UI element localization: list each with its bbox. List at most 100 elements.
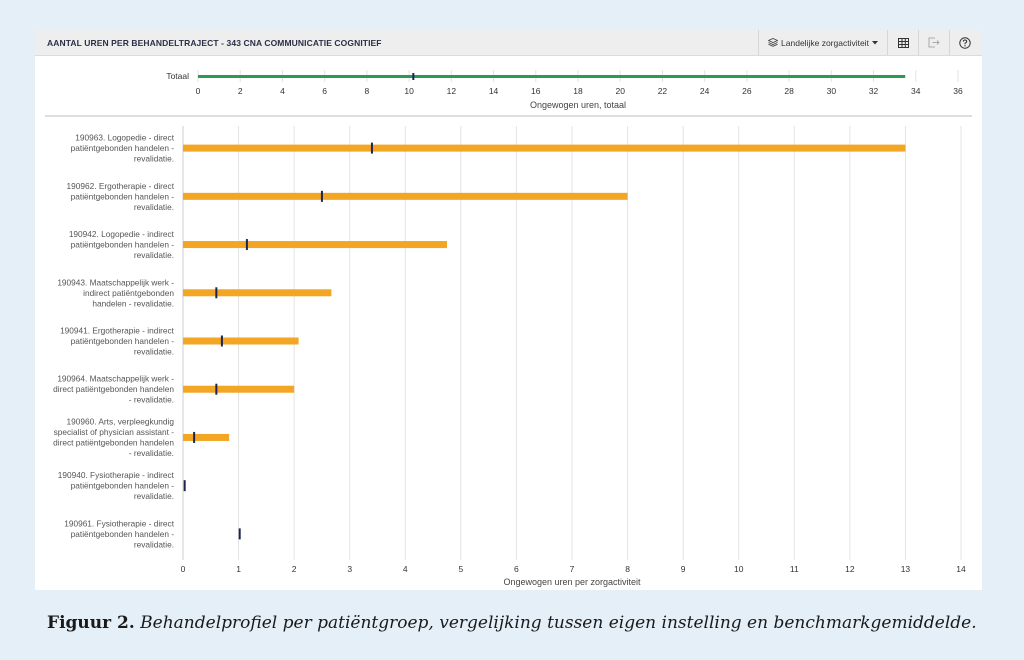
benchmark-marker [320, 190, 323, 202]
category-label-line: - revalidatie. [129, 395, 174, 405]
category-label-line: patiëntgebonden handelen - [71, 240, 175, 250]
category-label-line: 190940. Fysiotherapie - indirect [58, 470, 175, 480]
main-tick-label: 11 [790, 564, 799, 574]
category-label-line: 190942. Logopedie - indirect [69, 229, 175, 239]
benchmark-marker [193, 431, 196, 443]
table-icon [897, 37, 909, 48]
total-tick-label: 12 [447, 86, 457, 96]
category-label: 190963. Logopedie - direct patiëntgebonde… [71, 133, 175, 164]
treatment-bar [183, 192, 628, 200]
category-label: 190941. Ergotherapie - indirect patiëntge… [60, 326, 175, 357]
category-label: 190940. Fysiotherapie - indirect patiëntg… [58, 470, 175, 501]
main-tick-label: 12 [845, 564, 855, 574]
main-tick-label: 14 [956, 564, 966, 574]
category-label: 190943. Maatschappelijk werk -indirect p… [57, 277, 174, 308]
category-label-line: handelen - revalidatie. [92, 298, 174, 308]
treatment-bar [183, 337, 299, 345]
main-tick-label: 4 [403, 564, 408, 574]
total-tick-label: 26 [742, 86, 752, 96]
total-tick-label: 10 [404, 86, 414, 96]
caption-label: Figuur 2. [47, 613, 135, 633]
main-tick-label: 3 [347, 564, 352, 574]
treatment-bar [183, 385, 295, 393]
chart-area: 0 2 4 6 8 10 12 14 16 18 20 22 24 26 28 30 32 34 36TotaalO… [45, 70, 972, 587]
layers-icon [768, 38, 779, 47]
category-label-line: 190964. Maatschappelijk werk - [57, 374, 174, 384]
category-label-line: revalidatie. [134, 347, 174, 357]
category-label-line: revalidatie. [134, 539, 174, 549]
total-x-axis-label: Ongewogen uren, totaal [530, 100, 626, 110]
total-category-label: Totaal [166, 71, 189, 81]
main-tick-label: 1 [236, 564, 241, 574]
category-label-line: - revalidatie. [129, 448, 174, 458]
main-tick-label: 2 [292, 564, 297, 574]
category-label-line: revalidatie. [134, 202, 174, 212]
panel-title: AANTAL UREN PER BEHANDELTRAJECT - 343 CN… [47, 38, 382, 48]
main-tick-label: 0 [181, 564, 186, 574]
total-tick-label: 20 [615, 86, 625, 96]
total-benchmark-marker [412, 73, 415, 80]
total-tick-label: 8 [365, 86, 370, 96]
category-label-line: 190962. Ergotherapie - direct [67, 181, 175, 191]
main-tick-label: 13 [901, 564, 911, 574]
total-tick-label: 34 [911, 86, 921, 96]
export-button[interactable] [918, 30, 949, 55]
main-x-axis-label: Ongewogen uren per zorgactiviteit [503, 577, 641, 587]
main-tick-label: 7 [570, 564, 575, 574]
total-tick-label: 0 [196, 86, 201, 96]
category-label: 190962. Ergotherapie - direct patiëntgebo… [67, 181, 175, 212]
benchmark-marker [220, 335, 223, 347]
caption-text: Behandelprofiel per patiëntgroep, vergel… [140, 613, 977, 633]
category-label-line: specialist of physician assistant - [54, 427, 175, 437]
benchmark-dropdown[interactable]: Landelijke zorgactiviteit [758, 30, 887, 55]
benchmark-marker [238, 528, 241, 540]
category-label-line: 190960. Arts, verpleegkundig [67, 417, 175, 427]
category-label-line: revalidatie. [134, 491, 174, 501]
category-label-line: patiëntgebonden handelen - [71, 529, 175, 539]
main-tick-label: 9 [681, 564, 686, 574]
treatment-bar [183, 241, 447, 249]
category-label-line: 190963. Logopedie - direct [75, 133, 174, 143]
category-label-line: direct patiëntgebonden handelen [53, 384, 174, 394]
treatment-bar [183, 433, 230, 441]
export-icon [928, 37, 940, 48]
caret-down-icon [871, 40, 878, 44]
category-label-line: revalidatie. [134, 250, 174, 260]
treatment-bar [183, 144, 906, 152]
category-label-line: patiëntgebonden handelen - [71, 143, 175, 153]
benchmark-marker [215, 383, 218, 395]
category-label-line: 190961. Fysiotherapie - direct [64, 518, 174, 528]
total-tick-label: 14 [489, 86, 499, 96]
category-label: 190961. Fysiotherapie - direct patiëntgeb… [64, 518, 174, 549]
total-tick-label: 30 [827, 86, 837, 96]
category-label: 190964. Maatschappelijk werk -direct pat… [53, 374, 174, 405]
total-tick-label: 6 [322, 86, 327, 96]
benchmark-marker [183, 480, 186, 492]
total-tick-label: 16 [531, 86, 541, 96]
benchmark-marker [215, 287, 218, 299]
help-icon [959, 36, 971, 49]
total-bar [198, 75, 906, 78]
category-label-line: patiëntgebonden handelen - [71, 481, 175, 491]
help-button[interactable] [949, 30, 980, 55]
total-tick-label: 2 [238, 86, 243, 96]
category-label-line: 190941. Ergotherapie - indirect [60, 326, 175, 336]
total-tick-label: 28 [784, 86, 794, 96]
main-tick-label: 5 [458, 564, 463, 574]
total-tick-label: 32 [869, 86, 879, 96]
table-view-button[interactable] [887, 30, 918, 55]
category-label-line: patiëntgebonden handelen - [71, 336, 175, 346]
category-label: 190942. Logopedie - indirect patiëntgebon… [69, 229, 175, 260]
total-tick-label: 36 [953, 86, 963, 96]
total-tick-label: 18 [573, 86, 583, 96]
category-label-line: indirect patiëntgebonden [83, 288, 174, 298]
treatment-bar [183, 289, 332, 297]
main-tick-label: 6 [514, 564, 519, 574]
figure-caption: Figuur 2. Behandelprofiel per patiëntgro… [47, 613, 977, 633]
category-label-line: direct patiëntgebonden handelen [53, 438, 174, 448]
panel-header: AANTAL UREN PER BEHANDELTRAJECT - 343 CN… [35, 30, 982, 56]
chart-panel: AANTAL UREN PER BEHANDELTRAJECT - 343 CN… [35, 30, 982, 590]
benchmark-marker [370, 142, 373, 154]
category-label-line: revalidatie. [134, 154, 174, 164]
dropdown-label: Landelijke zorgactiviteit [781, 37, 869, 48]
